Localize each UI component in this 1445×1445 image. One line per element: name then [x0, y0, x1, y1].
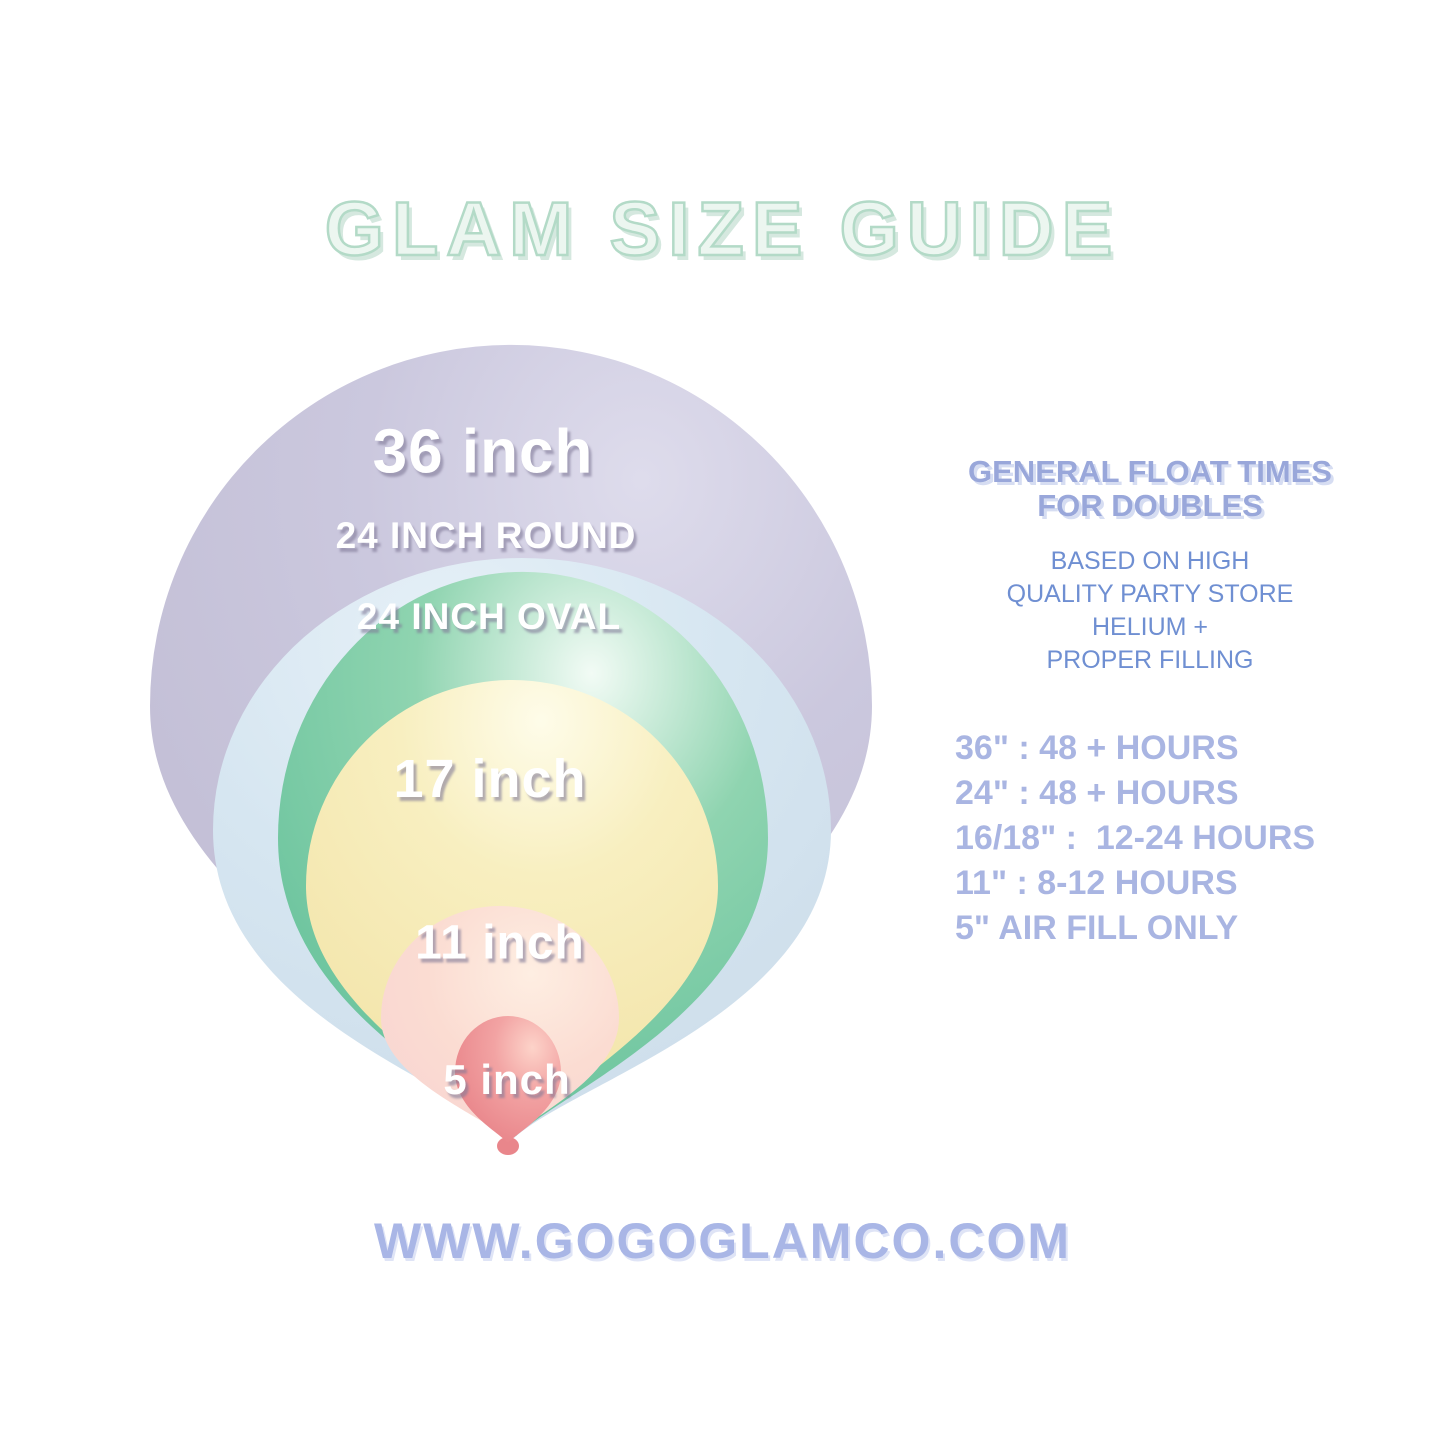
condition-line: BASED ON HIGH	[1050, 547, 1250, 575]
condition-line: QUALITY PARTY STORE	[1006, 580, 1294, 608]
balloon-5-inch	[455, 1016, 561, 1143]
balloon-5-inch-knot	[497, 1137, 519, 1155]
float-time-row: 24" : 48 + HOURS	[955, 774, 1239, 812]
float-times-list: 36" : 48 + HOURS 24" : 48 + HOURS 16/18"…	[955, 726, 1425, 951]
float-time-row: 11" : 8-12 HOURS	[955, 864, 1238, 902]
website-url: WWW.GOGOGLAMCO.COM	[373, 1213, 1071, 1269]
label-36-inch: 36 inch	[372, 417, 594, 487]
float-times-heading-line1: GENERAL FLOAT TIMES	[968, 454, 1332, 489]
label-24-inch-oval: 24 INCH OVAL	[356, 596, 622, 637]
label-5-inch: 5 inch	[443, 1056, 571, 1103]
page-title: GLAM SIZE GUIDE	[323, 186, 1121, 274]
condition-line: PROPER FILLING	[1046, 646, 1254, 674]
condition-line: HELIUM +	[1091, 613, 1208, 641]
float-time-row: 36" : 48 + HOURS	[955, 729, 1239, 767]
float-time-row: 16/18" : 12-24 HOURS	[955, 819, 1316, 857]
float-times-conditions: BASED ON HIGH QUALITY PARTY STORE HELIUM…	[940, 545, 1360, 677]
float-times-heading-line2: FOR DOUBLES	[1037, 488, 1263, 523]
label-17-inch: 17 inch	[393, 749, 587, 809]
float-time-row: 5" AIR FILL ONLY	[955, 909, 1239, 947]
float-times-heading: GENERAL FLOAT TIMES FOR DOUBLES	[940, 455, 1360, 523]
label-11-inch: 11 inch	[415, 916, 585, 970]
label-24-inch-round: 24 INCH ROUND	[335, 515, 637, 556]
